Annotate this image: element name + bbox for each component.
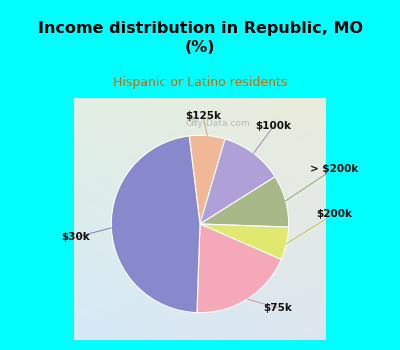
Text: $100k: $100k — [256, 121, 292, 131]
Text: City-Data.com: City-Data.com — [185, 119, 250, 128]
Wedge shape — [200, 177, 289, 227]
Text: ⊕: ⊕ — [189, 117, 198, 127]
Text: $75k: $75k — [263, 303, 292, 313]
Text: $200k: $200k — [316, 209, 352, 219]
Text: Hispanic or Latino residents: Hispanic or Latino residents — [113, 76, 287, 89]
Wedge shape — [111, 136, 200, 313]
Text: Income distribution in Republic, MO
(%): Income distribution in Republic, MO (%) — [38, 21, 362, 55]
Text: $125k: $125k — [185, 111, 221, 121]
Wedge shape — [200, 139, 275, 224]
Text: > $200k: > $200k — [310, 163, 358, 174]
Wedge shape — [197, 224, 281, 313]
Text: $30k: $30k — [62, 232, 90, 242]
Wedge shape — [200, 224, 289, 259]
Wedge shape — [189, 135, 225, 224]
